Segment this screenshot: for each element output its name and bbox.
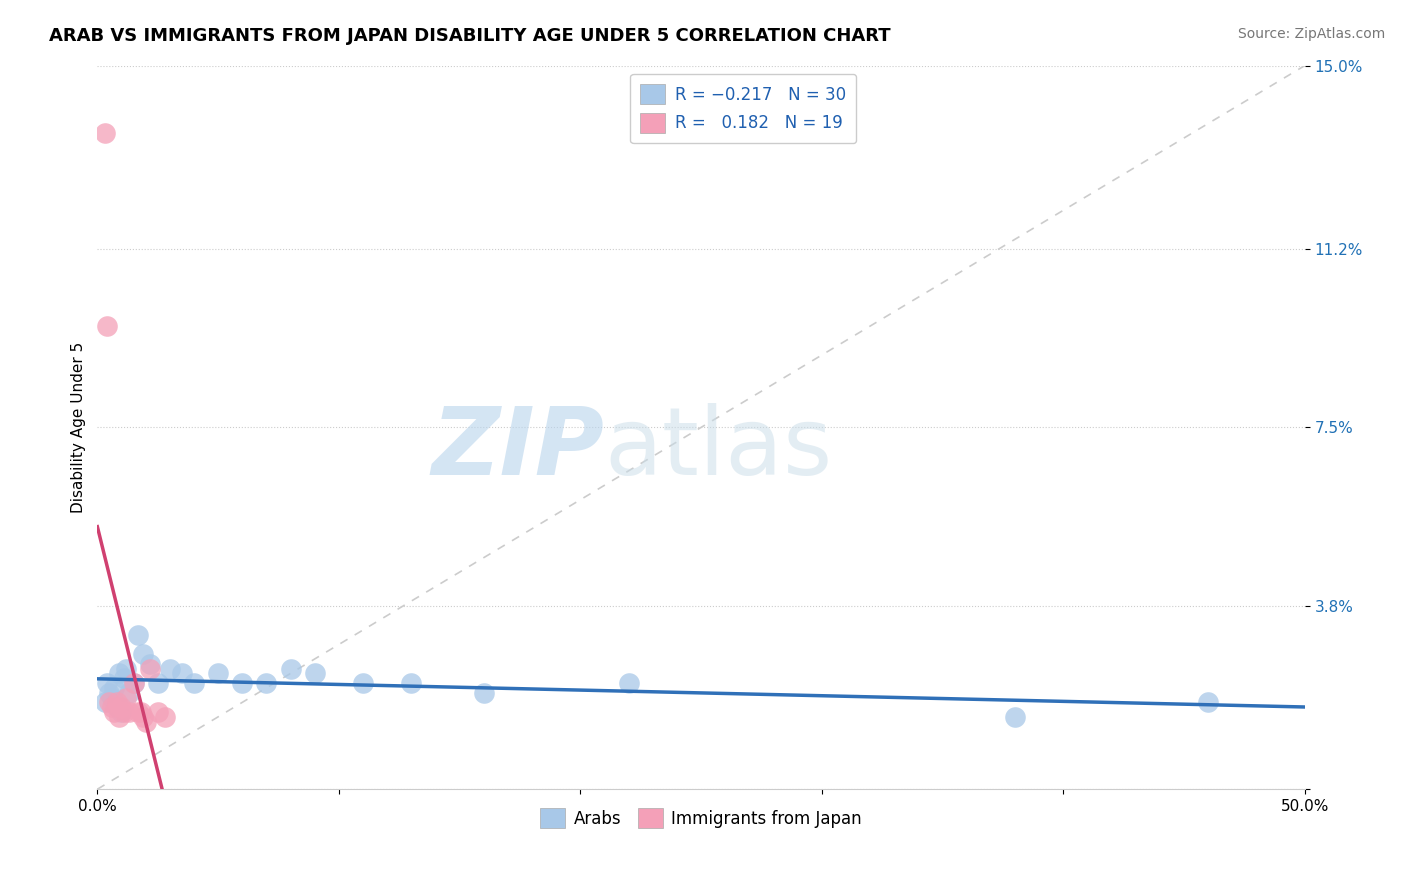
Point xyxy=(254,676,277,690)
Point xyxy=(132,710,155,724)
Point xyxy=(127,705,149,719)
Point xyxy=(153,710,176,724)
Point xyxy=(118,686,141,700)
Point xyxy=(108,666,131,681)
Y-axis label: Disability Age Under 5: Disability Age Under 5 xyxy=(72,342,86,513)
Point xyxy=(159,662,181,676)
Point xyxy=(110,700,132,714)
Point xyxy=(122,676,145,690)
Point xyxy=(1004,710,1026,724)
Point xyxy=(115,662,138,676)
Point xyxy=(207,666,229,681)
Point xyxy=(110,705,132,719)
Text: atlas: atlas xyxy=(605,403,832,495)
Point xyxy=(96,676,118,690)
Text: Source: ZipAtlas.com: Source: ZipAtlas.com xyxy=(1237,27,1385,41)
Text: ZIP: ZIP xyxy=(432,403,605,495)
Legend: Arabs, Immigrants from Japan: Arabs, Immigrants from Japan xyxy=(534,802,869,835)
Point xyxy=(1197,695,1219,709)
Point xyxy=(93,695,115,709)
Point xyxy=(139,657,162,671)
Point xyxy=(401,676,423,690)
Point xyxy=(304,666,326,681)
Point xyxy=(105,695,128,709)
Point xyxy=(96,319,118,334)
Point xyxy=(231,676,253,690)
Point xyxy=(108,710,131,724)
Point xyxy=(93,126,115,140)
Text: ARAB VS IMMIGRANTS FROM JAPAN DISABILITY AGE UNDER 5 CORRELATION CHART: ARAB VS IMMIGRANTS FROM JAPAN DISABILITY… xyxy=(49,27,891,45)
Point xyxy=(122,676,145,690)
Point xyxy=(472,686,495,700)
Point xyxy=(146,676,169,690)
Point xyxy=(617,676,640,690)
Point xyxy=(132,647,155,661)
Point xyxy=(127,628,149,642)
Point xyxy=(103,705,125,719)
Point xyxy=(183,676,205,690)
Point xyxy=(101,700,124,714)
Point xyxy=(170,666,193,681)
Point xyxy=(101,690,124,705)
Point xyxy=(146,705,169,719)
Point xyxy=(139,662,162,676)
Point xyxy=(352,676,374,690)
Point xyxy=(118,705,141,719)
Point xyxy=(135,714,157,729)
Point xyxy=(112,705,135,719)
Point xyxy=(115,690,138,705)
Point xyxy=(280,662,302,676)
Point xyxy=(112,671,135,685)
Point xyxy=(105,700,128,714)
Point xyxy=(98,695,121,709)
Point xyxy=(129,705,152,719)
Point xyxy=(98,686,121,700)
Point xyxy=(103,681,125,695)
